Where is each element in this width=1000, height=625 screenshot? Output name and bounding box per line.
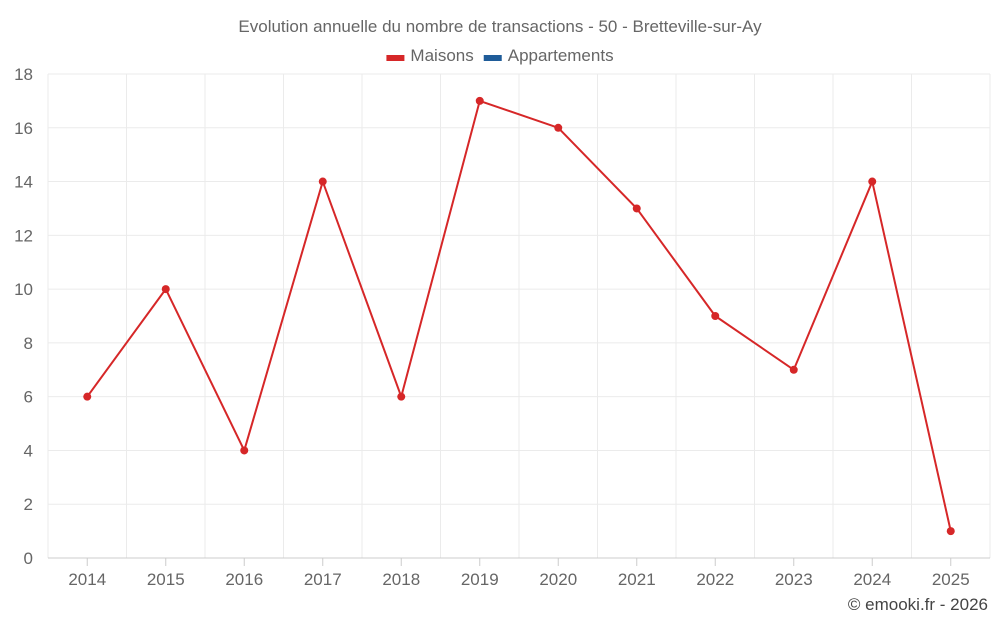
x-tick-label: 2023	[775, 570, 813, 589]
legend-item-maisons[interactable]: Maisons	[386, 46, 474, 65]
grid	[47, 73, 991, 558]
data-point[interactable]	[318, 177, 327, 186]
axes: 0 2 4 6 8 10 12 14 16 18 2014 2015 2016 2017 2018 2019 2…	[14, 65, 990, 589]
y-tick-label: 16	[14, 119, 33, 138]
data-point[interactable]	[632, 204, 641, 213]
chart-title: Evolution annuelle du nombre de transact…	[238, 17, 762, 36]
series-line-maisons	[86, 99, 952, 532]
x-tick-label: 2025	[932, 570, 970, 589]
data-point[interactable]	[161, 285, 170, 294]
x-tick-label: 2017	[304, 570, 342, 589]
data-point[interactable]	[868, 177, 877, 186]
x-tick-label: 2022	[696, 570, 734, 589]
data-point[interactable]	[711, 312, 720, 320]
y-tick-label: 2	[24, 495, 33, 514]
y-tick-label: 14	[14, 173, 33, 192]
y-tick-label: 0	[24, 549, 33, 568]
legend-swatch	[483, 55, 502, 61]
x-tick-label: 2020	[539, 570, 577, 589]
x-tick-label: 2016	[225, 570, 263, 589]
legend: Maisons Appartements	[386, 46, 614, 65]
y-tick-label: 12	[14, 226, 33, 245]
data-point[interactable]	[475, 96, 484, 105]
x-tick-label: 2014	[68, 570, 106, 589]
data-point[interactable]	[554, 123, 563, 132]
y-tick-label: 8	[24, 334, 33, 353]
x-tick-label: 2018	[382, 570, 420, 589]
x-tick-label: 2015	[147, 570, 185, 589]
data-point[interactable]	[397, 392, 406, 401]
credit-text: © emooki.fr - 2026	[848, 595, 988, 614]
y-tick-label: 4	[24, 441, 33, 460]
data-point[interactable]	[946, 527, 955, 536]
legend-label: Appartements	[508, 46, 614, 65]
legend-swatch	[386, 55, 405, 61]
x-tick-label: 2024	[853, 570, 891, 589]
y-tick-label: 18	[14, 65, 33, 84]
x-tick-label: 2021	[618, 570, 656, 589]
legend-item-appartements[interactable]: Appartements	[483, 46, 614, 65]
y-tick-label: 10	[14, 280, 33, 299]
data-point[interactable]	[789, 365, 798, 374]
x-tick-label: 2019	[461, 570, 499, 589]
data-point[interactable]	[83, 392, 92, 401]
y-tick-label: 6	[24, 388, 33, 407]
data-point[interactable]	[240, 446, 249, 455]
legend-label: Maisons	[410, 46, 473, 65]
series-layer	[83, 96, 955, 536]
